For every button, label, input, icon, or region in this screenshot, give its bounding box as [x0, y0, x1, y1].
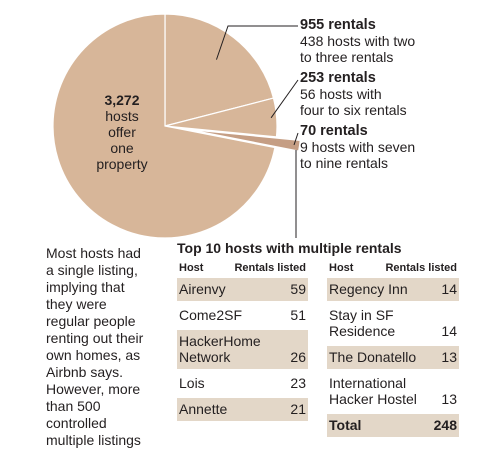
rentals-count: 51 — [290, 307, 306, 323]
host-name-line: Stay in SF — [329, 307, 394, 323]
host-name-line: Regency Inn — [329, 281, 408, 297]
table-header: Host Rentals listed — [327, 260, 459, 278]
body-line: implying that — [46, 279, 125, 295]
body-line: multiple listings — [46, 432, 141, 448]
body-line: renting out their — [46, 330, 144, 346]
pie-center-line: property — [96, 156, 148, 172]
total-count: 248 — [433, 417, 457, 433]
annotation-head: 955 rentals — [300, 17, 376, 33]
pie-center-line: one — [110, 140, 134, 156]
annotation-head: 253 rentals — [300, 70, 376, 86]
leader-line — [270, 79, 299, 119]
body-line: own homes, as — [46, 347, 141, 363]
host-name-line: The Donatello — [329, 349, 417, 365]
body-paragraph: Most hosts had a single listing, implyin… — [46, 245, 164, 449]
leader-line — [215, 25, 298, 60]
host-name: Annette — [179, 401, 227, 417]
table-row: Annette 21 — [177, 398, 308, 421]
annotation-head: 70 rentals — [300, 123, 368, 139]
host-name-line: Lois — [179, 375, 205, 391]
table-row: Airenvy 59 — [177, 278, 308, 301]
host-name: HackerHome Network — [179, 333, 261, 365]
col-host-header: Host — [329, 262, 354, 274]
annotation-line: to three rentals — [300, 49, 394, 65]
host-name: The Donatello — [329, 349, 416, 365]
annotation-line: 9 hosts with seven — [300, 139, 416, 155]
body-line: a single listing, — [46, 262, 138, 278]
annotation-line: 56 hosts with — [300, 86, 382, 102]
host-name-line: Network — [179, 349, 231, 365]
pie-slice-955-rentals — [164, 13, 275, 127]
pie-center-line: hosts — [105, 108, 139, 124]
annotation-line: 438 hosts with two — [300, 33, 416, 49]
body-line: Airbnb says. — [46, 364, 124, 380]
host-name-line: HackerHome — [179, 333, 261, 349]
host-name-line: Airenvy — [179, 281, 226, 297]
rentals-count: 14 — [441, 281, 457, 297]
pie-slice-one-property — [52, 13, 276, 239]
col-rentals-header: Rentals listed — [385, 262, 457, 274]
annotation-line: four to six rentals — [300, 102, 407, 118]
host-name-line: Hacker Hostel — [329, 391, 417, 407]
table-row: International Hacker Hostel 13 — [327, 372, 459, 411]
annotation-line: to nine rentals — [300, 155, 388, 171]
pie-center-line: offer — [108, 124, 136, 140]
host-name-line: Residence — [329, 323, 396, 339]
total-label: Total — [329, 417, 362, 433]
annotation-253: 253 rentals 56 hosts with four to six re… — [300, 70, 500, 118]
table-row: HackerHome Network 26 — [177, 330, 308, 369]
col-host-header: Host — [179, 262, 204, 274]
col-rentals-header: Rentals listed — [234, 262, 306, 274]
host-name: Stay in SF Residence — [329, 307, 395, 339]
rentals-count: 59 — [290, 281, 306, 297]
table-row: Stay in SF Residence 14 — [327, 304, 459, 343]
rentals-count: 26 — [290, 349, 306, 365]
rentals-count: 13 — [441, 349, 457, 365]
body-line: they were — [46, 296, 107, 312]
table-title: Top 10 hosts with multiple rentals — [177, 240, 402, 256]
hosts-table-right: Host Rentals listed Regency Inn 14 Stay … — [327, 260, 459, 440]
rentals-count: 13 — [441, 391, 457, 407]
annotation-955: 955 rentals 438 hosts with two to three … — [300, 17, 500, 65]
host-name: Regency Inn — [329, 281, 408, 297]
pie-slice-70-rentals — [188, 128, 301, 152]
rentals-count: 14 — [441, 323, 457, 339]
host-name: Airenvy — [179, 281, 226, 297]
table-row: Lois 23 — [177, 372, 308, 395]
pie-center-value: 3,272 — [104, 92, 140, 108]
table-row: Come2SF 51 — [177, 304, 308, 327]
pie-slice-253-rentals — [164, 97, 278, 138]
table-row: Regency Inn 14 — [327, 278, 459, 301]
host-name: Total — [329, 417, 361, 433]
body-line: However, more — [46, 381, 141, 397]
leader-line — [293, 132, 299, 146]
host-name-line: International — [329, 375, 407, 391]
table-row: The Donatello 13 — [327, 346, 459, 369]
host-name-line: Annette — [179, 401, 228, 417]
table-header: Host Rentals listed — [177, 260, 308, 278]
pie-chart — [52, 13, 301, 239]
host-name: Lois — [179, 375, 205, 391]
body-line: controlled — [46, 415, 107, 431]
host-name-line: Come2SF — [179, 307, 243, 323]
rentals-count: 23 — [290, 375, 306, 391]
pie-center-label: 3,272 hosts offer one property — [82, 92, 162, 172]
table-total-row: Total 248 — [327, 414, 459, 437]
body-line: than 500 — [46, 398, 101, 414]
body-line: regular people — [46, 313, 136, 329]
host-name: Come2SF — [179, 307, 242, 323]
body-line: Most hosts had — [46, 245, 141, 261]
annotation-70: 70 rentals 9 hosts with seven to nine re… — [300, 123, 500, 171]
hosts-table-left: Host Rentals listed Airenvy 59 Come2SF 5… — [177, 260, 308, 424]
host-name: International Hacker Hostel — [329, 375, 417, 407]
rentals-count: 21 — [290, 401, 306, 417]
